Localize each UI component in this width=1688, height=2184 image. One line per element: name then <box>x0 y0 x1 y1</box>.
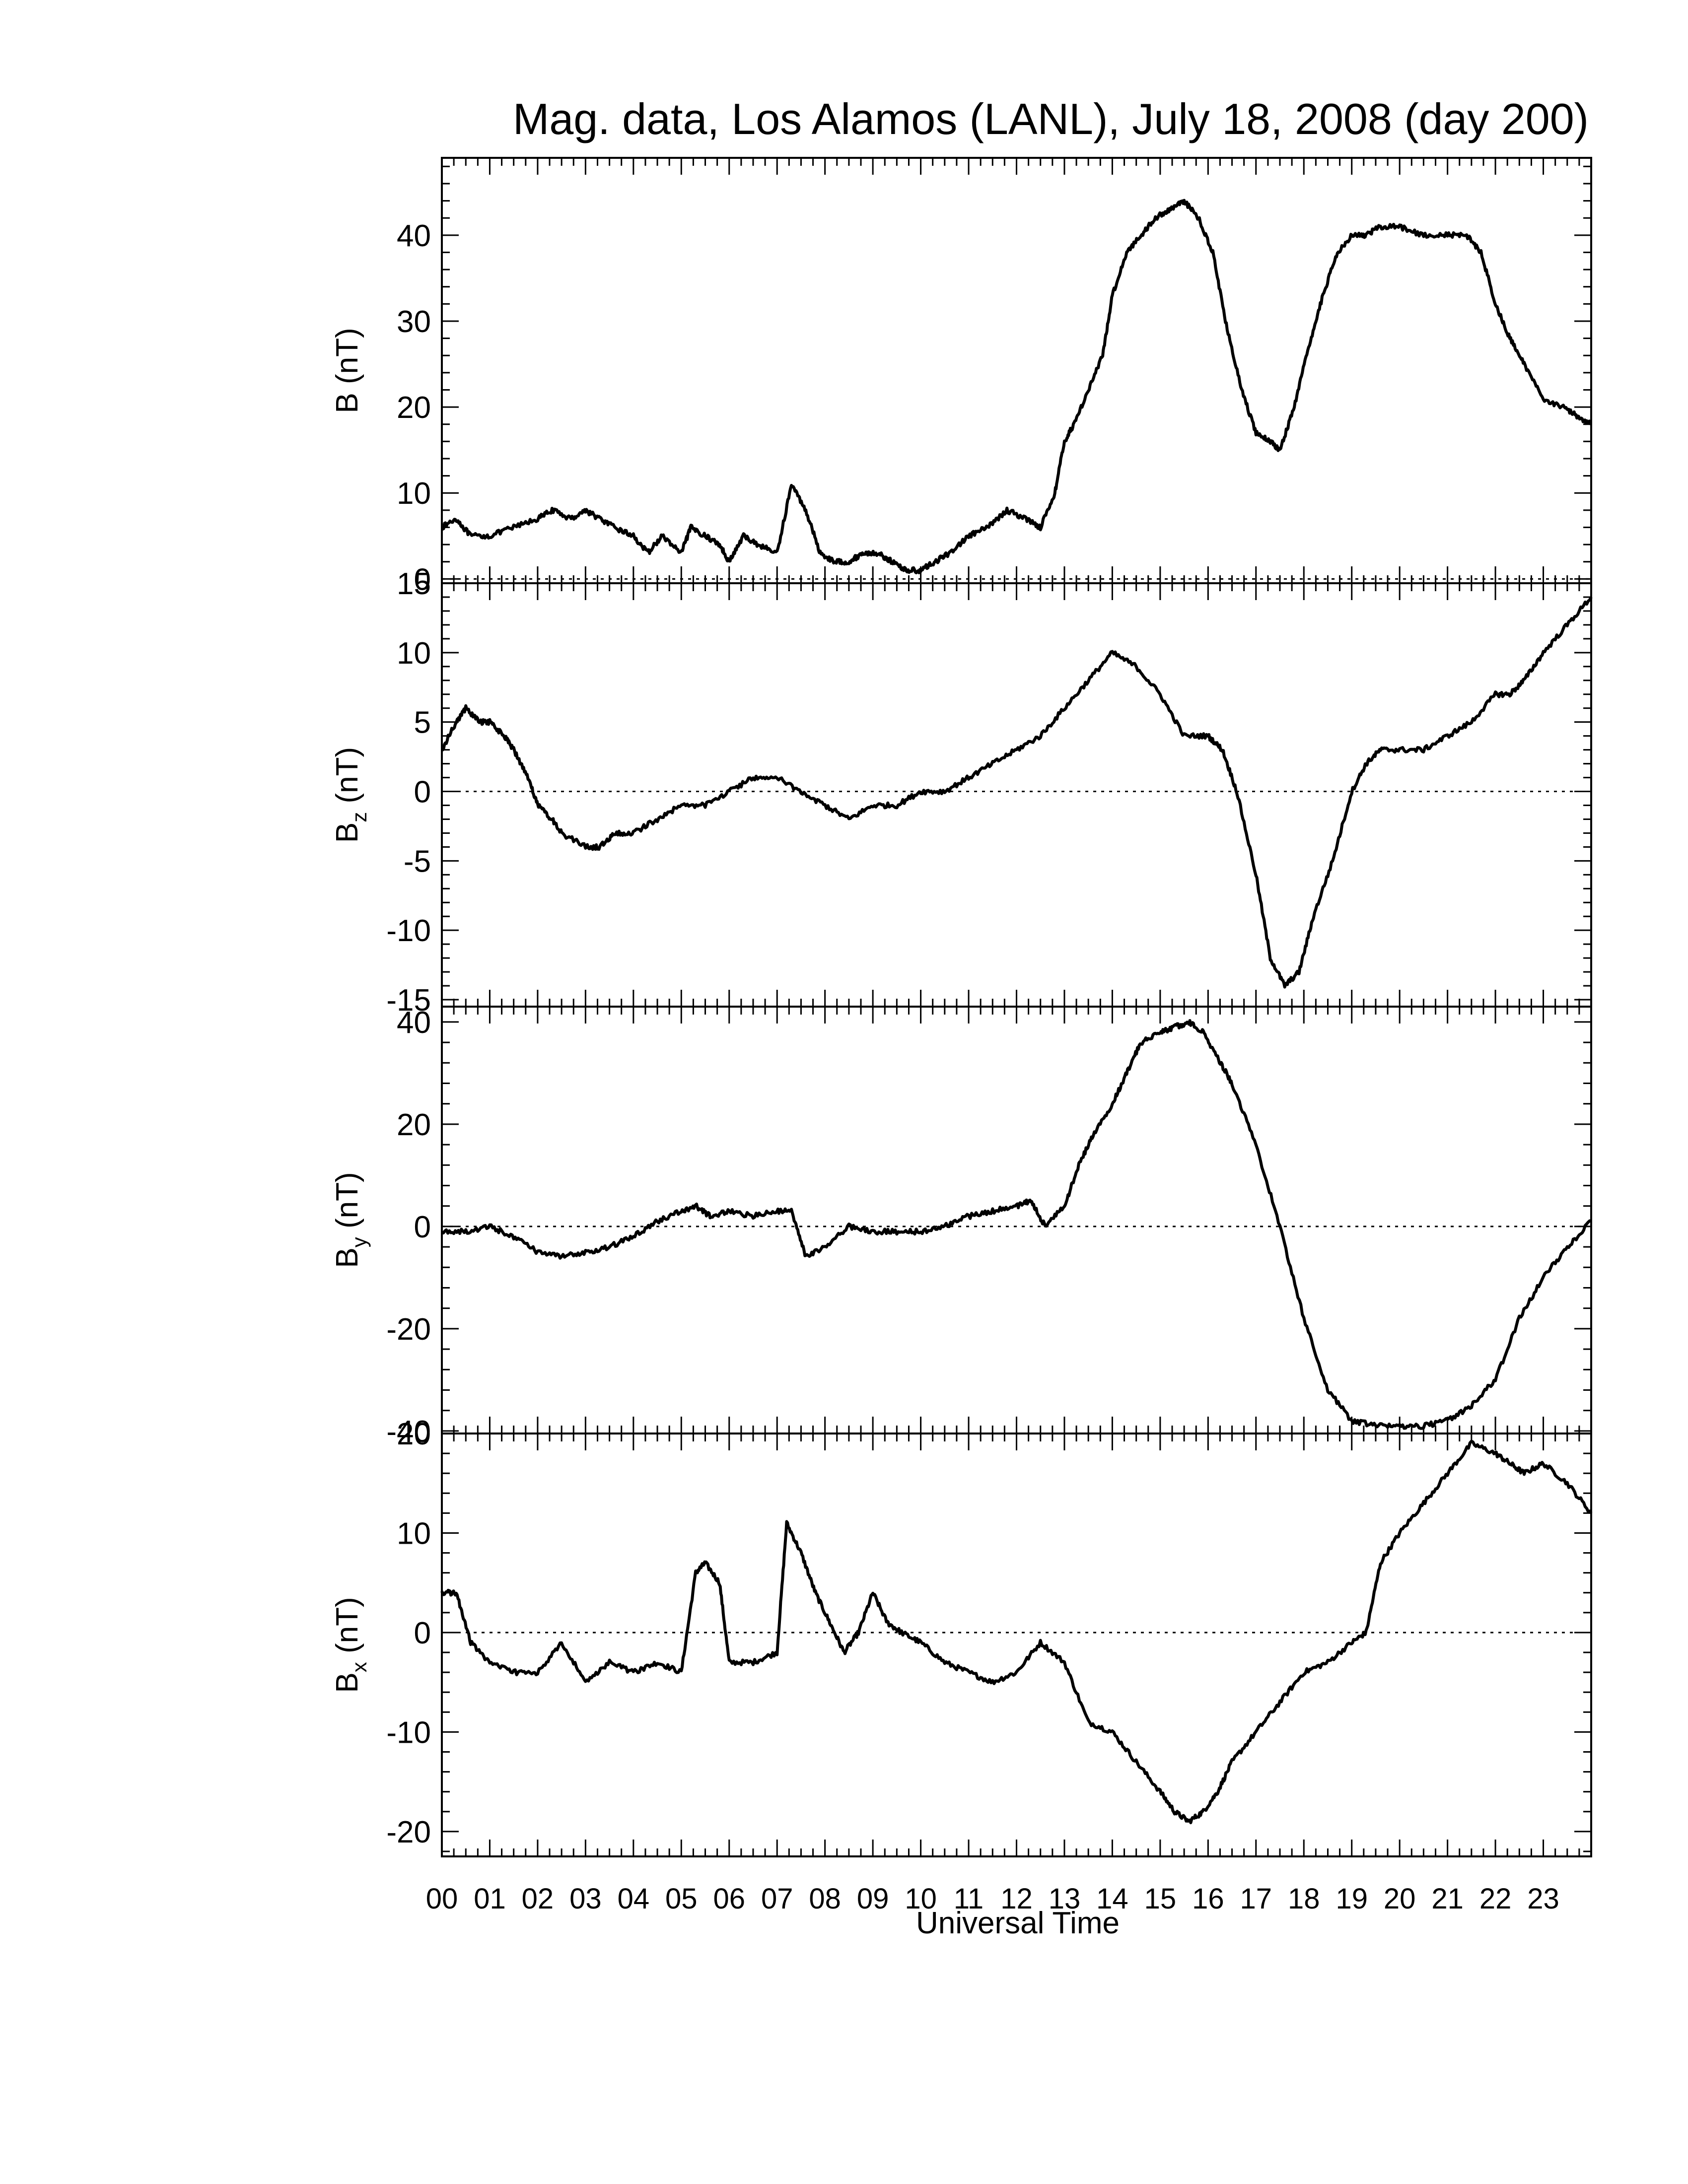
x-tick-label: 06 <box>713 1883 745 1915</box>
y-tick-label: 10 <box>397 477 431 511</box>
panel-1: -15 -10 -5 0 5 10 15 Bz (nT) <box>330 567 1593 1018</box>
panel-frame <box>441 1006 1592 1434</box>
x-tick-label: 13 <box>1049 1883 1081 1915</box>
x-tick-label: 20 <box>1384 1883 1416 1915</box>
x-tick-label: 02 <box>522 1883 554 1915</box>
x-tick-label: 15 <box>1144 1883 1177 1915</box>
x-tick-label: 00 <box>426 1883 458 1915</box>
y-axis-label-subscript: y <box>348 1237 371 1247</box>
y-axis-label-unit: (nT) <box>330 1597 364 1662</box>
x-tick-label: 21 <box>1431 1883 1464 1915</box>
x-tick-label: 17 <box>1240 1883 1272 1915</box>
y-tick-label: -40 <box>386 1415 431 1449</box>
panel-frame <box>441 582 1592 1008</box>
y-tick-label: 10 <box>397 1516 431 1551</box>
y-axis-label: Bz (nT) <box>330 747 371 843</box>
x-tick-label: 12 <box>1000 1883 1033 1915</box>
y-tick-label: 15 <box>397 567 431 601</box>
y-tick-label: -20 <box>386 1312 431 1347</box>
y-axis-label: B (nT) <box>330 328 364 413</box>
y-tick-label: -10 <box>386 914 431 948</box>
x-tick-label: 14 <box>1096 1883 1128 1915</box>
y-axis-label-main: B <box>330 822 364 843</box>
x-axis-label: Universal Time <box>916 1906 1120 1940</box>
y-tick-label: 0 <box>414 1616 431 1650</box>
y-tick-label: 20 <box>397 391 431 425</box>
y-tick-label: -5 <box>404 844 431 879</box>
y-axis-label: By (nT) <box>330 1172 371 1268</box>
y-tick-label: 40 <box>397 1006 431 1040</box>
x-tick-labels: 00 01 02 03 04 05 06 07 08 09 10 11 12 13 14 15 16 17 18 19… <box>426 1883 1559 1915</box>
series-line-panel-1 <box>440 596 1593 989</box>
y-tick-label: 0 <box>414 1210 431 1244</box>
panel-frame <box>441 1433 1592 1857</box>
y-axis-label-main: B <box>330 1672 364 1693</box>
x-tick-label: 16 <box>1192 1883 1224 1915</box>
x-tick-label: 19 <box>1336 1883 1368 1915</box>
x-tick-label: 18 <box>1288 1883 1320 1915</box>
y-axis-label-subscript: z <box>348 812 371 822</box>
series-line-panel-0 <box>441 199 1592 574</box>
series-line-panel-2 <box>441 1019 1592 1430</box>
y-tick-label: 5 <box>414 706 431 740</box>
y-tick-label: 20 <box>397 1417 431 1451</box>
chart-title: Mag. data, Los Alamos (LANL), July 18, 2… <box>513 94 1589 143</box>
panel-3: -20 -10 0 10 20 Bx (nT) <box>330 1417 1593 1857</box>
y-tick-label: 0 <box>414 775 431 810</box>
x-tick-label: 04 <box>618 1883 650 1915</box>
y-axis-label-subscript: x <box>348 1662 371 1672</box>
series-line-panel-3 <box>440 1439 1593 1825</box>
y-axis-label-main: B <box>330 1247 364 1268</box>
y-axis-label-unit: (nT) <box>330 747 364 812</box>
panel-0: 0 10 20 30 40 B (nT) <box>330 157 1592 597</box>
x-tick-label: 09 <box>857 1883 889 1915</box>
x-tick-label: 05 <box>665 1883 698 1915</box>
panel-frame <box>441 157 1592 584</box>
x-tick-label: 11 <box>954 1883 984 1915</box>
y-axis-label-main: B (nT) <box>330 328 364 413</box>
y-tick-label: -10 <box>386 1715 431 1750</box>
x-tick-label: 08 <box>809 1883 841 1915</box>
y-tick-label: 30 <box>397 305 431 339</box>
x-tick-label: 01 <box>474 1883 506 1915</box>
y-tick-label: 40 <box>397 219 431 253</box>
y-tick-label: 20 <box>397 1108 431 1142</box>
x-tick-label: 22 <box>1479 1883 1512 1915</box>
x-tick-label: 10 <box>905 1883 937 1915</box>
y-axis-label-unit: (nT) <box>330 1172 364 1237</box>
x-tick-label: 03 <box>569 1883 602 1915</box>
y-axis-label: Bx (nT) <box>330 1597 371 1693</box>
y-tick-label: -15 <box>386 983 431 1018</box>
y-tick-label: -20 <box>386 1815 431 1849</box>
x-tick-label: 23 <box>1527 1883 1559 1915</box>
y-tick-label: 10 <box>397 636 431 671</box>
x-tick-label: 07 <box>761 1883 793 1915</box>
panel-2: -40 -20 0 20 40 By (nT) <box>330 1006 1592 1449</box>
y-tick-label: 0 <box>414 562 431 597</box>
